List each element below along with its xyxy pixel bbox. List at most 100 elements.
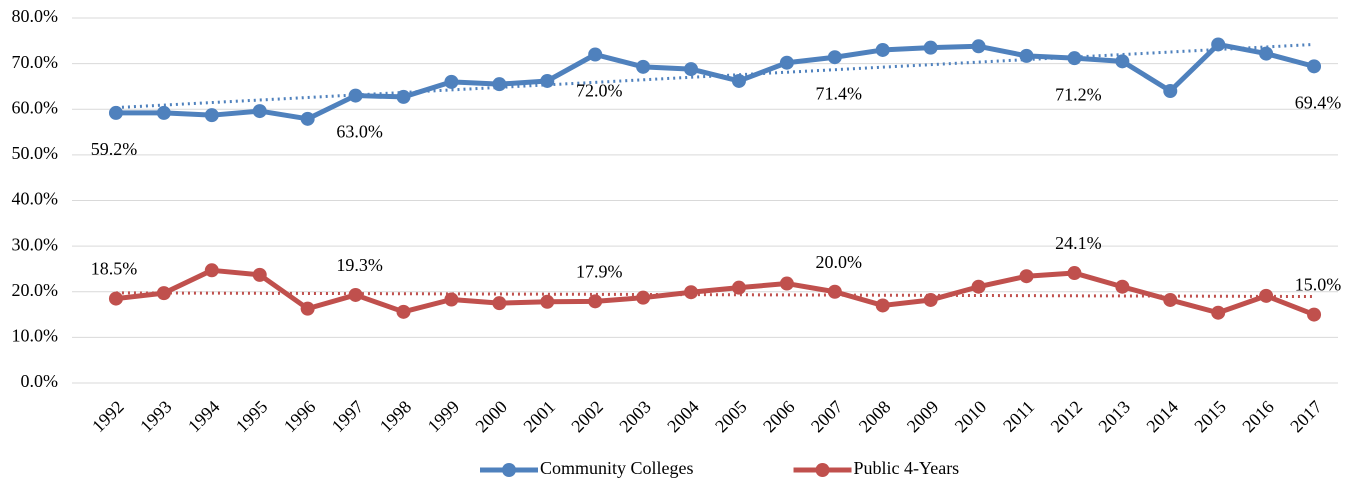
x-tick-label: 2005 bbox=[711, 397, 751, 437]
legend-marker bbox=[815, 463, 830, 477]
x-tick-label: 2014 bbox=[1142, 397, 1182, 437]
x-tick-label: 2003 bbox=[615, 397, 655, 437]
point bbox=[204, 263, 219, 278]
point bbox=[1019, 48, 1034, 63]
point bbox=[300, 111, 315, 126]
x-tick-label: 1998 bbox=[376, 397, 416, 437]
data-label: 72.0% bbox=[576, 81, 623, 101]
data-label: 15.0% bbox=[1295, 275, 1342, 295]
y-tick-label: 60.0% bbox=[12, 97, 59, 117]
x-tick-label: 2008 bbox=[855, 397, 895, 437]
point bbox=[1307, 307, 1322, 322]
series-line bbox=[115, 267, 1315, 317]
x-tick-label: 2000 bbox=[471, 397, 511, 437]
x-tick-label: 2006 bbox=[759, 397, 799, 437]
y-tick-label: 0.0% bbox=[21, 371, 59, 391]
point bbox=[252, 104, 267, 119]
point bbox=[156, 286, 171, 301]
data-label: 71.4% bbox=[816, 83, 863, 103]
point bbox=[875, 42, 890, 57]
point bbox=[779, 276, 794, 291]
point bbox=[971, 279, 986, 294]
point bbox=[492, 296, 507, 311]
point bbox=[971, 39, 986, 54]
point bbox=[1115, 54, 1130, 69]
x-tick-label: 2011 bbox=[999, 397, 1038, 436]
point bbox=[492, 77, 507, 92]
point bbox=[827, 50, 842, 65]
point bbox=[588, 294, 603, 309]
point bbox=[396, 304, 411, 319]
point bbox=[731, 73, 746, 88]
x-tick-label: 1993 bbox=[136, 397, 176, 437]
data-label: 24.1% bbox=[1055, 233, 1102, 253]
series-line bbox=[115, 41, 1315, 122]
x-tick-label: 2007 bbox=[807, 397, 847, 437]
point bbox=[1067, 266, 1082, 281]
point bbox=[444, 74, 459, 89]
trendline bbox=[115, 42, 1315, 110]
point bbox=[923, 40, 938, 55]
point bbox=[588, 47, 603, 62]
y-tick-label: 20.0% bbox=[12, 280, 59, 300]
x-tick-label: 1997 bbox=[328, 397, 368, 437]
point bbox=[1211, 305, 1226, 320]
data-label: 63.0% bbox=[336, 122, 383, 142]
point bbox=[731, 280, 746, 295]
x-tick-label: 1996 bbox=[280, 397, 320, 437]
point bbox=[779, 55, 794, 70]
legend-marker bbox=[502, 463, 516, 477]
point bbox=[1163, 292, 1178, 307]
data-label: 18.5% bbox=[91, 259, 138, 279]
y-tick-label: 80.0% bbox=[12, 6, 59, 26]
point bbox=[396, 89, 411, 104]
x-tick-label: 1994 bbox=[184, 397, 224, 437]
point bbox=[923, 292, 938, 307]
y-tick-label: 50.0% bbox=[12, 143, 59, 163]
x-tick-label: 2015 bbox=[1190, 397, 1230, 437]
trendline bbox=[115, 291, 1315, 299]
point bbox=[827, 284, 842, 299]
x-tick-label: 2013 bbox=[1094, 397, 1134, 437]
point bbox=[684, 62, 699, 77]
data-label: 19.3% bbox=[336, 255, 383, 275]
point bbox=[108, 291, 123, 306]
point bbox=[252, 267, 267, 282]
point bbox=[1163, 84, 1178, 98]
data-label: 69.4% bbox=[1295, 92, 1342, 112]
x-tick-label: 2012 bbox=[1047, 397, 1087, 437]
point bbox=[348, 287, 363, 302]
point bbox=[540, 73, 555, 88]
point bbox=[540, 294, 555, 309]
point bbox=[636, 290, 651, 305]
x-tick-label: 2001 bbox=[519, 397, 559, 437]
point bbox=[684, 285, 699, 300]
point bbox=[204, 108, 219, 123]
x-tick-label: 2004 bbox=[663, 397, 703, 437]
point bbox=[108, 105, 123, 120]
x-tick-label: 2010 bbox=[951, 397, 991, 437]
point bbox=[1259, 46, 1274, 61]
point bbox=[300, 301, 315, 316]
point bbox=[636, 59, 651, 74]
point bbox=[1307, 59, 1322, 74]
data-label: 71.2% bbox=[1055, 84, 1102, 104]
legend-label: Public 4-Years bbox=[854, 458, 960, 478]
x-tick-label: 2009 bbox=[903, 397, 943, 437]
point bbox=[1019, 269, 1034, 284]
point bbox=[1115, 279, 1130, 294]
point bbox=[875, 298, 890, 313]
point bbox=[1259, 288, 1274, 303]
y-tick-label: 70.0% bbox=[12, 52, 59, 72]
point bbox=[1067, 51, 1082, 66]
point bbox=[1211, 37, 1226, 52]
y-tick-label: 40.0% bbox=[12, 189, 59, 209]
x-tick-label: 1992 bbox=[88, 397, 128, 437]
y-tick-label: 30.0% bbox=[12, 234, 59, 254]
x-tick-label: 2016 bbox=[1238, 397, 1278, 437]
data-label: 59.2% bbox=[91, 139, 138, 159]
legend-label: Community Colleges bbox=[540, 458, 694, 478]
x-tick-label: 2017 bbox=[1286, 397, 1326, 437]
x-tick-label: 2002 bbox=[567, 397, 607, 437]
